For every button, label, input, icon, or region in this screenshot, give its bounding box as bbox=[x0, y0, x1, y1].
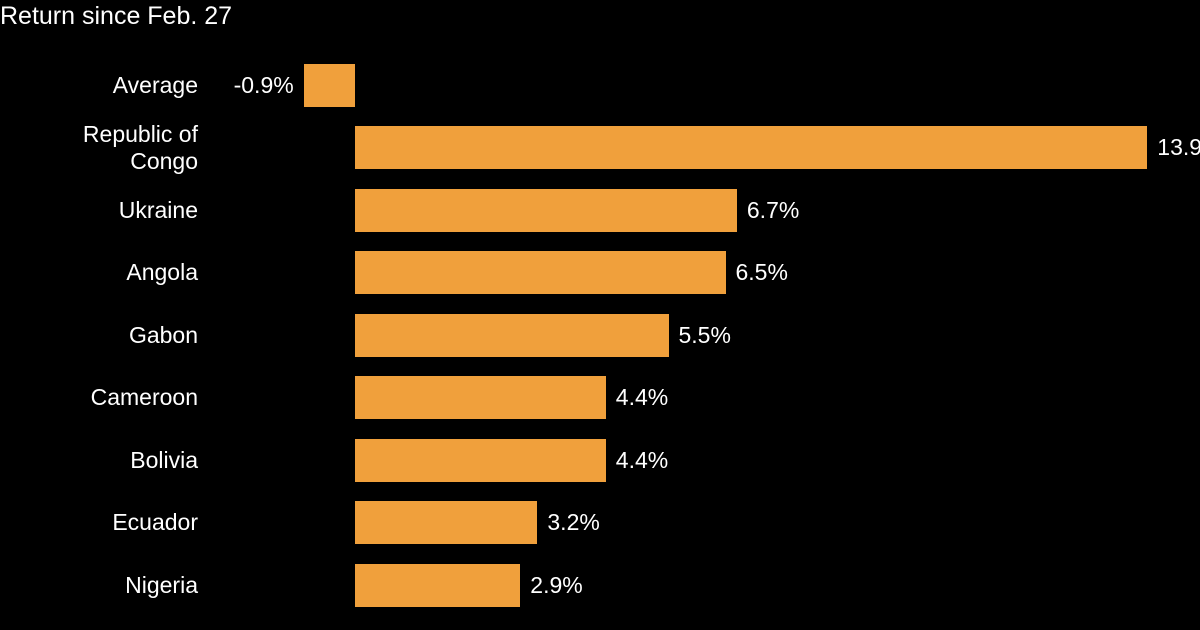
category-label: Ecuador bbox=[112, 509, 198, 535]
value-label: 3.2% bbox=[547, 509, 600, 535]
bar bbox=[355, 188, 737, 232]
category-label: Republic of Congo bbox=[82, 120, 198, 174]
value-label: 4.4% bbox=[615, 446, 669, 473]
category-label: Nigeria bbox=[125, 571, 198, 598]
value-label: 4.4% bbox=[615, 384, 669, 410]
value-label: 2.9% bbox=[530, 571, 583, 598]
bar bbox=[355, 251, 726, 294]
value-label: 5.5% bbox=[678, 321, 731, 348]
bar bbox=[355, 438, 606, 482]
category-label: Gabon bbox=[128, 321, 198, 348]
bar bbox=[355, 313, 669, 357]
value-label: -0.9% bbox=[233, 71, 294, 98]
value-label: 13.9% bbox=[1157, 134, 1200, 160]
category-label: Average bbox=[112, 71, 198, 98]
value-label: 6.5% bbox=[735, 259, 788, 285]
chart-title: Return since Feb. 27 bbox=[0, 2, 233, 30]
category-label: Bolivia bbox=[130, 446, 198, 473]
value-label: 6.7% bbox=[746, 196, 800, 223]
category-label: Ukraine bbox=[118, 196, 198, 223]
category-label: Cameroon bbox=[90, 384, 198, 410]
bar bbox=[355, 376, 606, 419]
bar bbox=[355, 126, 1148, 169]
bar bbox=[355, 501, 538, 544]
bar bbox=[303, 63, 355, 107]
bar bbox=[355, 563, 521, 607]
category-label: Angola bbox=[126, 259, 198, 285]
